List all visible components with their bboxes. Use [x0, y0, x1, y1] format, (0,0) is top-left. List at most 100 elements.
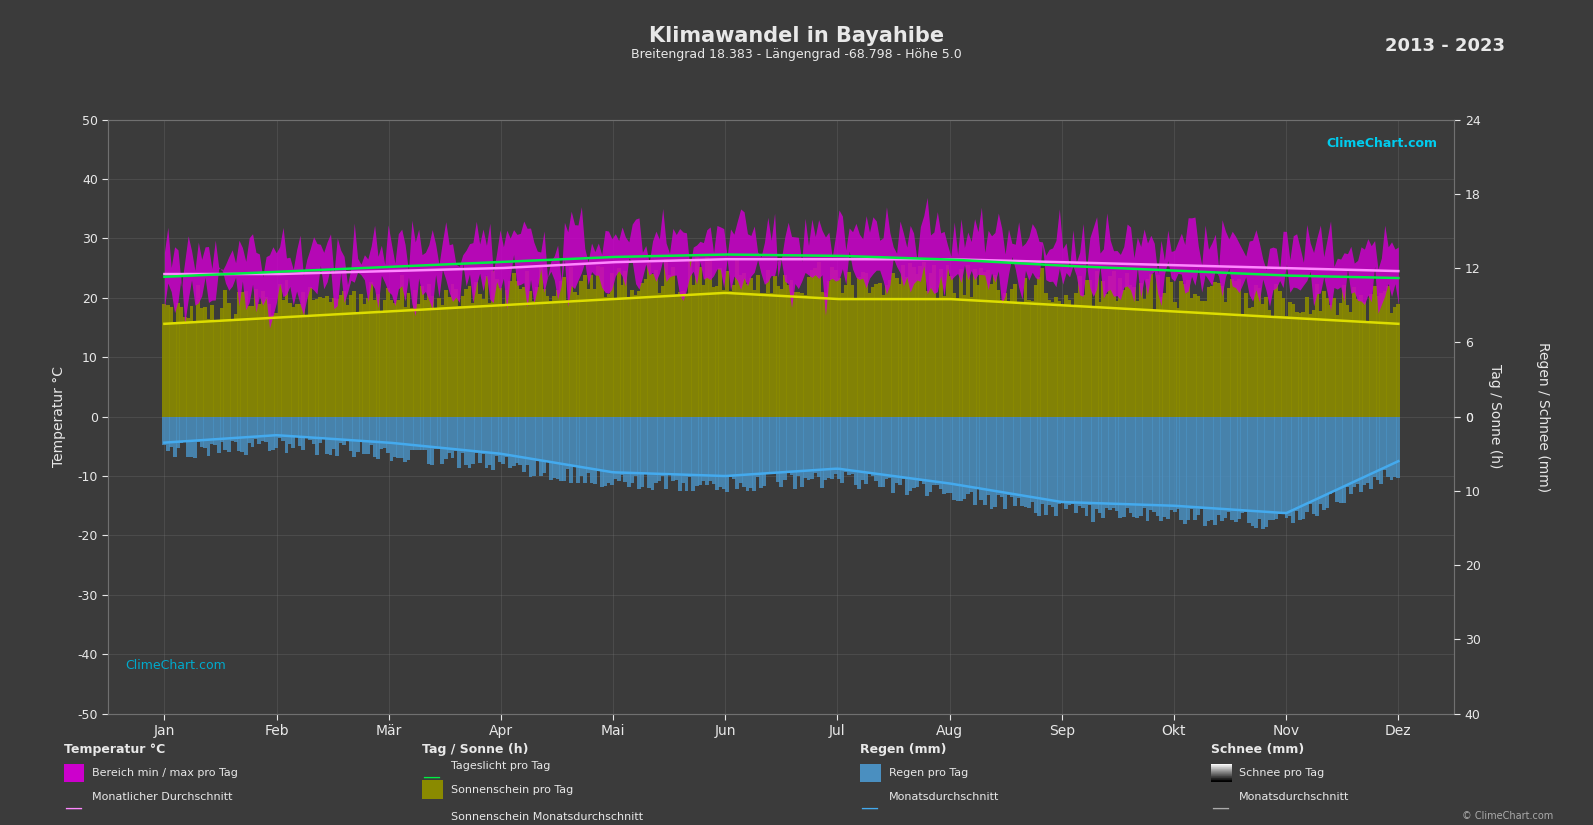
Bar: [938, 270, 943, 417]
Bar: [736, 258, 739, 417]
Bar: [806, 277, 811, 417]
Bar: [914, 274, 919, 417]
Bar: [1319, 417, 1322, 504]
Bar: [1155, 275, 1160, 417]
Bar: [704, 257, 709, 417]
Bar: [830, 417, 835, 479]
Text: Monatlicher Durchschnitt: Monatlicher Durchschnitt: [92, 792, 233, 802]
Bar: [956, 417, 959, 501]
Bar: [634, 295, 637, 417]
Bar: [572, 417, 577, 467]
Bar: [328, 417, 333, 455]
Bar: [183, 417, 186, 441]
Bar: [1332, 417, 1337, 492]
Bar: [304, 417, 309, 438]
Bar: [1043, 417, 1048, 516]
Bar: [207, 319, 210, 417]
Bar: [386, 417, 390, 453]
Bar: [1193, 295, 1196, 417]
Bar: [1254, 417, 1258, 528]
Bar: [623, 271, 628, 417]
Bar: [671, 417, 675, 481]
Bar: [1356, 417, 1359, 484]
Bar: [1004, 417, 1007, 509]
Bar: [1233, 280, 1238, 417]
Bar: [796, 292, 800, 417]
Bar: [1389, 313, 1394, 417]
Bar: [677, 417, 682, 492]
Bar: [484, 276, 489, 417]
Bar: [1274, 417, 1278, 519]
Bar: [436, 298, 441, 417]
Bar: [1223, 417, 1227, 518]
Bar: [1016, 417, 1021, 497]
Bar: [559, 417, 562, 481]
Bar: [427, 284, 430, 417]
Bar: [926, 417, 929, 497]
Bar: [691, 417, 695, 491]
Bar: [878, 417, 881, 487]
Bar: [312, 417, 315, 445]
Bar: [358, 417, 363, 442]
Bar: [1094, 271, 1099, 417]
Bar: [183, 317, 186, 417]
Bar: [854, 417, 859, 485]
Bar: [1316, 417, 1319, 516]
Text: —: —: [860, 799, 878, 817]
Bar: [596, 417, 601, 471]
Bar: [1329, 304, 1332, 417]
Bar: [881, 295, 886, 417]
Bar: [1176, 417, 1180, 508]
Text: —: —: [64, 799, 81, 817]
Bar: [274, 314, 279, 417]
Bar: [956, 298, 959, 417]
Bar: [769, 294, 773, 417]
Bar: [1169, 417, 1172, 510]
Bar: [1106, 294, 1109, 417]
Bar: [640, 417, 644, 487]
Bar: [569, 417, 573, 483]
Bar: [556, 290, 559, 417]
Bar: [319, 297, 322, 417]
Bar: [1070, 417, 1075, 504]
Bar: [763, 417, 766, 487]
Text: Klimawandel in Bayahibe: Klimawandel in Bayahibe: [648, 26, 945, 46]
Bar: [709, 417, 712, 481]
Bar: [1112, 271, 1115, 417]
Bar: [941, 295, 946, 417]
Bar: [577, 295, 580, 417]
Bar: [409, 308, 414, 417]
Bar: [610, 417, 613, 485]
Bar: [637, 291, 640, 417]
Bar: [742, 417, 746, 487]
Bar: [518, 290, 523, 417]
Bar: [292, 308, 295, 417]
Bar: [1058, 301, 1061, 417]
Bar: [860, 417, 865, 480]
Bar: [1214, 281, 1217, 417]
Bar: [1055, 297, 1058, 417]
Bar: [863, 272, 868, 417]
Bar: [220, 417, 225, 442]
Bar: [421, 417, 424, 450]
Bar: [932, 417, 935, 485]
Bar: [1070, 305, 1075, 417]
Bar: [644, 279, 648, 417]
Bar: [980, 417, 983, 500]
Bar: [553, 417, 556, 478]
Bar: [827, 417, 832, 478]
Text: —: —: [1211, 799, 1228, 817]
Bar: [241, 292, 244, 417]
Bar: [1067, 417, 1072, 505]
Bar: [386, 288, 390, 417]
Bar: [650, 274, 655, 417]
Bar: [1380, 293, 1383, 417]
Bar: [231, 417, 234, 441]
Bar: [969, 417, 973, 492]
Bar: [569, 266, 573, 417]
Bar: [193, 321, 198, 417]
Bar: [1305, 297, 1309, 417]
Bar: [1211, 417, 1214, 520]
Bar: [1295, 417, 1298, 512]
Bar: [274, 417, 279, 448]
